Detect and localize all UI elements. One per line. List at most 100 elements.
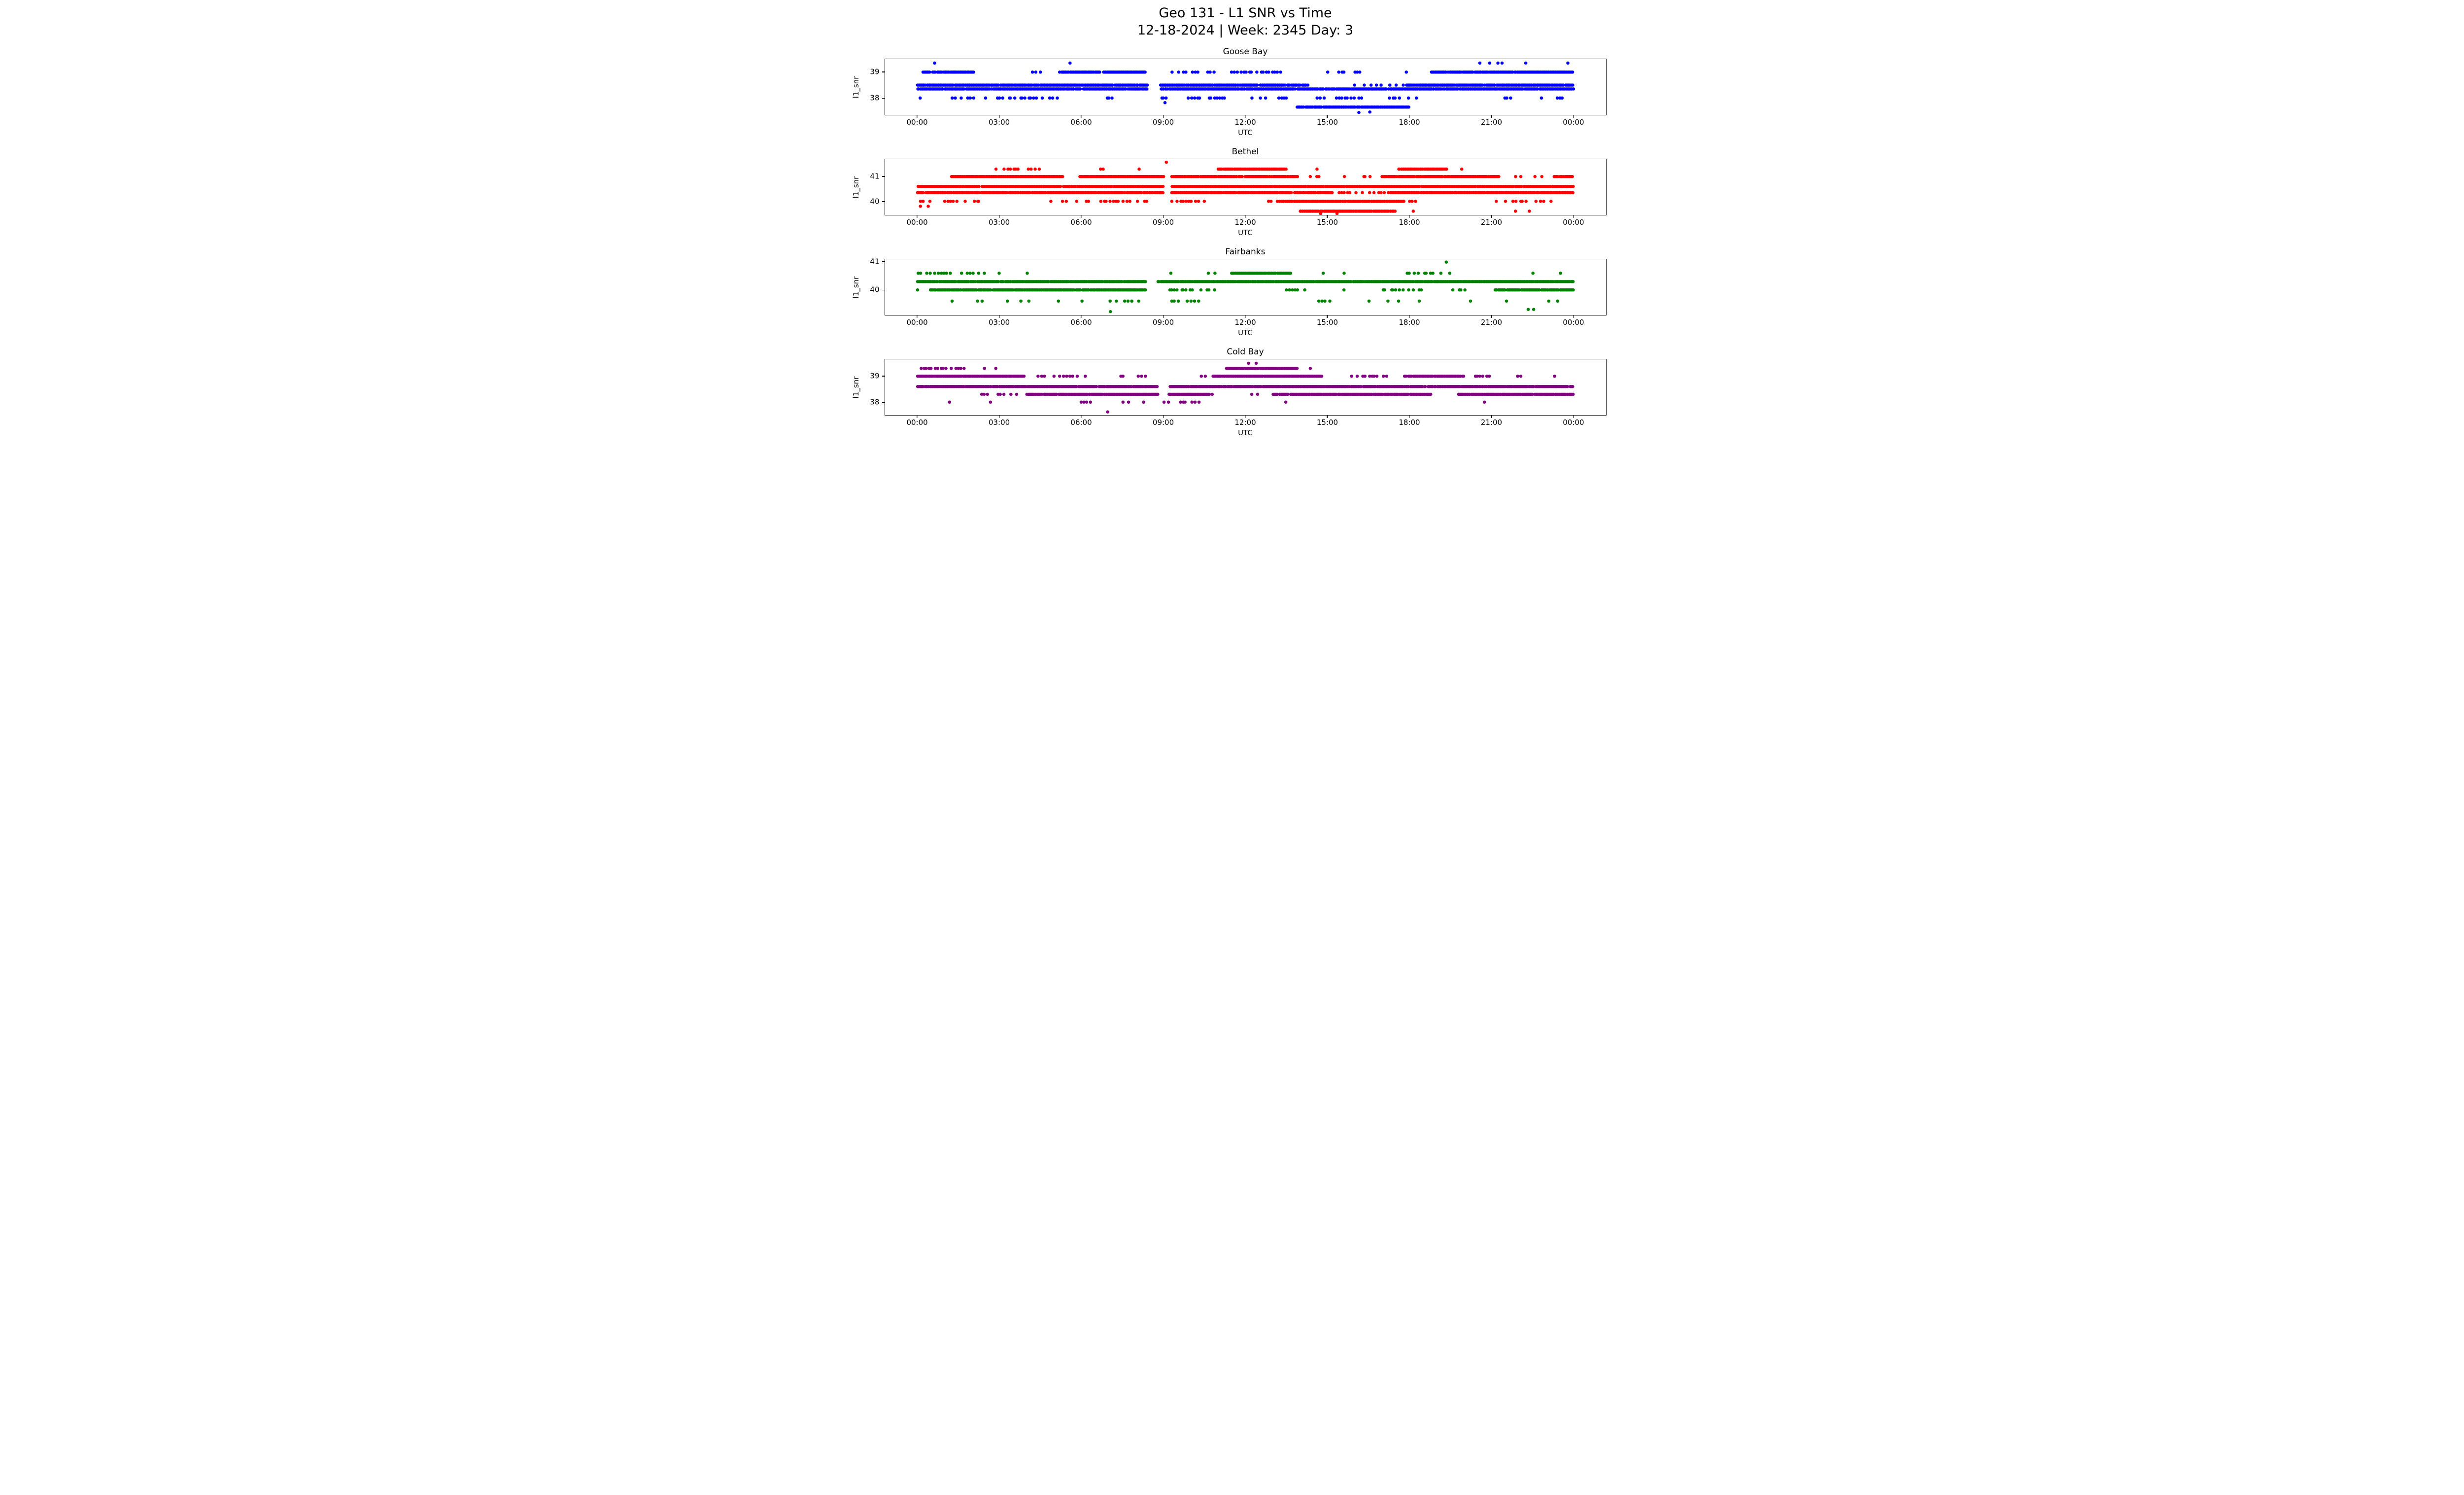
x-tick-label: 00:00 <box>906 218 928 227</box>
figure-subtitle: 12-18-2024 | Week: 2345 Day: 3 <box>1137 22 1354 38</box>
x-tick-label: 21:00 <box>1480 318 1503 327</box>
x-tick-mark <box>1327 115 1328 118</box>
x-tick-label: 21:00 <box>1480 418 1503 427</box>
x-tick-label: 15:00 <box>1316 218 1338 227</box>
x-tick-label: 15:00 <box>1316 118 1338 127</box>
figure-title: Geo 131 - L1 SNR vs Time <box>1159 5 1332 21</box>
plot-area <box>884 59 1607 116</box>
x-axis-ticks: 00:00 03:00 06:00 09:00 12:00 15:00 18:00 21:00… <box>885 315 1607 328</box>
x-tick-label: 03:00 <box>988 118 1010 127</box>
x-tick-label: 12:00 <box>1234 218 1256 227</box>
subplot-goose-bay: Goose Bay l1_snr 38 39 00:00 03:00 06:00 09:… <box>851 46 1607 139</box>
x-tick-label: 06:00 <box>1070 218 1092 227</box>
subplot-title: Bethel <box>1232 147 1259 157</box>
x-tick-label: 12:00 <box>1234 318 1256 327</box>
x-tick-label: 18:00 <box>1399 318 1420 327</box>
y-tick-mark <box>882 402 885 403</box>
plot-area <box>884 159 1607 216</box>
x-tick-label: 00:00 <box>906 318 928 327</box>
scatter-canvas <box>885 359 1606 416</box>
x-tick-mark <box>1491 416 1492 418</box>
x-tick-mark <box>1327 315 1328 318</box>
x-tick-label: 18:00 <box>1399 118 1420 127</box>
y-tick-label: 40 <box>870 285 880 294</box>
subplot-title: Goose Bay <box>1223 47 1268 57</box>
x-axis-label: UTC <box>1238 328 1253 338</box>
x-axis-ticks: 00:00 03:00 06:00 09:00 12:00 15:00 18:00 21:00… <box>885 115 1607 128</box>
subplot-bethel: Bethel l1_snr 40 41 00:00 03:00 06:00 09:00 1… <box>851 146 1607 239</box>
x-tick-label: 09:00 <box>1152 318 1174 327</box>
y-tick-label: 41 <box>870 172 880 181</box>
x-tick-label: 00:00 <box>1563 218 1584 227</box>
x-tick-mark <box>1573 416 1574 418</box>
subplot-cold-bay: Cold Bay l1_snr 38 39 00:00 03:00 06:00 09:0… <box>851 346 1607 439</box>
x-tick-mark <box>1163 315 1164 318</box>
x-tick-label: 15:00 <box>1316 318 1338 327</box>
x-tick-label: 03:00 <box>988 418 1010 427</box>
x-tick-mark <box>1491 215 1492 218</box>
y-tick-label: 41 <box>870 257 880 266</box>
x-tick-label: 00:00 <box>906 418 928 427</box>
x-tick-label: 09:00 <box>1152 418 1174 427</box>
x-axis-ticks: 00:00 03:00 06:00 09:00 12:00 15:00 18:00 21:00… <box>885 416 1607 428</box>
subplot-fairbanks: Fairbanks l1_snr 40 41 00:00 03:00 06:00 09:… <box>851 246 1607 339</box>
x-tick-mark <box>1573 315 1574 318</box>
y-axis-ticks: 38 39 <box>861 59 885 115</box>
x-tick-label: 03:00 <box>988 318 1010 327</box>
x-tick-mark <box>1573 215 1574 218</box>
subplot-title: Cold Bay <box>1227 347 1264 357</box>
y-axis-label: l1_snr <box>851 276 860 298</box>
y-axis-ticks: 40 41 <box>861 159 885 215</box>
y-axis-ticks: 40 41 <box>861 257 885 315</box>
y-tick-label: 39 <box>870 371 880 381</box>
x-tick-label: 15:00 <box>1316 418 1338 427</box>
y-tick-mark <box>882 261 885 262</box>
y-tick-label: 38 <box>870 93 880 103</box>
scatter-canvas <box>885 159 1606 215</box>
x-tick-mark <box>1327 416 1328 418</box>
x-tick-label: 21:00 <box>1480 118 1503 127</box>
x-axis-ticks: 00:00 03:00 06:00 09:00 12:00 15:00 18:00 21:00… <box>885 215 1607 228</box>
x-tick-label: 18:00 <box>1399 218 1420 227</box>
x-tick-mark <box>1327 215 1328 218</box>
x-tick-label: 06:00 <box>1070 118 1092 127</box>
y-tick-label: 38 <box>870 397 880 407</box>
figure: Geo 131 - L1 SNR vs Time 12-18-2024 | We… <box>851 0 1613 444</box>
x-tick-label: 06:00 <box>1070 418 1092 427</box>
x-tick-label: 00:00 <box>906 118 928 127</box>
y-tick-mark <box>882 201 885 202</box>
x-tick-label: 06:00 <box>1070 318 1092 327</box>
scatter-canvas <box>885 259 1606 315</box>
y-axis-label: l1_snr <box>851 176 860 198</box>
x-tick-mark <box>1491 315 1492 318</box>
x-tick-mark <box>1163 115 1164 118</box>
y-axis-label: l1_snr <box>851 76 860 98</box>
x-axis-label: UTC <box>1238 228 1253 238</box>
y-tick-mark <box>882 71 885 72</box>
y-tick-mark <box>882 98 885 99</box>
x-axis-label: UTC <box>1238 428 1253 438</box>
plot-area <box>884 359 1607 416</box>
x-axis-label: UTC <box>1238 128 1253 138</box>
x-tick-label: 12:00 <box>1234 418 1256 427</box>
x-tick-label: 18:00 <box>1399 418 1420 427</box>
x-tick-mark <box>1491 115 1492 118</box>
x-tick-label: 12:00 <box>1234 118 1256 127</box>
x-tick-mark <box>1163 215 1164 218</box>
plot-area <box>884 259 1607 316</box>
x-tick-label: 03:00 <box>988 218 1010 227</box>
x-tick-label: 00:00 <box>1563 418 1584 427</box>
subplot-title: Fairbanks <box>1225 247 1266 257</box>
x-tick-label: 00:00 <box>1563 118 1584 127</box>
y-axis-label: l1_snr <box>851 376 860 398</box>
y-axis-ticks: 38 39 <box>861 359 885 416</box>
scatter-canvas <box>885 59 1606 115</box>
y-tick-label: 40 <box>870 197 880 206</box>
x-tick-label: 21:00 <box>1480 218 1503 227</box>
x-tick-mark <box>1573 115 1574 118</box>
x-tick-mark <box>1163 416 1164 418</box>
x-tick-label: 00:00 <box>1563 318 1584 327</box>
x-tick-label: 09:00 <box>1152 118 1174 127</box>
figure-title-block: Geo 131 - L1 SNR vs Time 12-18-2024 | We… <box>885 5 1607 39</box>
y-tick-label: 39 <box>870 67 880 76</box>
